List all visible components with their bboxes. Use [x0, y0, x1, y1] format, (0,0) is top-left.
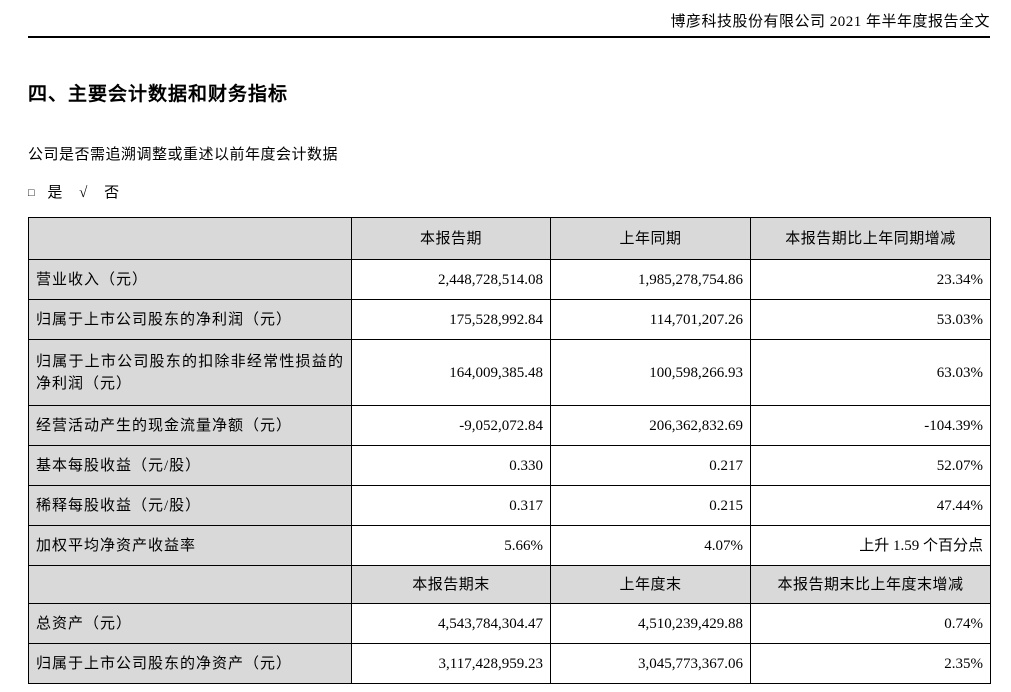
- row-label-cell: 经营活动产生的现金流量净额（元）: [28, 405, 352, 446]
- row-label-cell: 总资产（元）: [28, 603, 352, 644]
- prior-value-cell: 0.217: [550, 445, 751, 486]
- current-value-cell: 2,448,728,514.08: [351, 259, 551, 300]
- restatement-answer-line: □ 是 √ 否: [28, 181, 990, 202]
- header-current-period: 本报告期: [351, 217, 551, 260]
- prior-value-cell: 100,598,266.93: [550, 339, 751, 406]
- row-label-cell: 稀释每股收益（元/股）: [28, 485, 352, 526]
- row-weighted-avg-roe: 加权平均净资产收益率 5.66% 4.07% 上升 1.59 个百分点: [28, 525, 991, 566]
- prior-value-cell: 114,701,207.26: [550, 299, 751, 340]
- current-value-cell: 0.317: [351, 485, 551, 526]
- change-value-cell: -104.39%: [750, 405, 991, 446]
- prior-value-cell: 206,362,832.69: [550, 405, 751, 446]
- header-prior-period: 上年同期: [550, 217, 751, 260]
- current-value-cell: 175,528,992.84: [351, 299, 551, 340]
- row-label-cell: 加权平均净资产收益率: [28, 525, 352, 566]
- row-diluted-eps: 稀释每股收益（元/股） 0.317 0.215 47.44%: [28, 485, 991, 526]
- checkmark-icon: √: [79, 185, 88, 201]
- checkbox-unchecked-icon: □: [28, 187, 35, 199]
- section-title: 四、主要会计数据和财务指标: [28, 84, 289, 105]
- row-label-cell: 营业收入（元）: [28, 259, 352, 300]
- current-value-cell: 164,009,385.48: [351, 339, 551, 406]
- header-corner-cell: [28, 217, 352, 260]
- header-prior-year-end: 上年度末: [550, 565, 751, 604]
- change-value-cell: 47.44%: [750, 485, 991, 526]
- change-value-cell: 23.34%: [750, 259, 991, 300]
- header-current-period-end: 本报告期末: [351, 565, 551, 604]
- current-value-cell: -9,052,072.84: [351, 405, 551, 446]
- prior-value-cell: 4,510,239,429.88: [550, 603, 751, 644]
- row-label-cell: 归属于上市公司股东的净利润（元）: [28, 299, 352, 340]
- table-header-row-period-end: 本报告期末 上年度末 本报告期末比上年度末增减: [28, 565, 991, 604]
- row-label-cell: 基本每股收益（元/股）: [28, 445, 352, 486]
- header-period-change: 本报告期比上年同期增减: [750, 217, 991, 260]
- change-value-cell: 上升 1.59 个百分点: [750, 525, 991, 566]
- row-label-cell: 归属于上市公司股东的净资产（元）: [28, 643, 352, 684]
- row-net-profit: 归属于上市公司股东的净利润（元） 175,528,992.84 114,701,…: [28, 299, 991, 340]
- page-header-text: 博彦科技股份有限公司 2021 年半年度报告全文: [670, 14, 990, 30]
- row-basic-eps: 基本每股收益（元/股） 0.330 0.217 52.07%: [28, 445, 991, 486]
- change-value-cell: 63.03%: [750, 339, 991, 406]
- row-label-cell: 归属于上市公司股东的扣除非经常性损益的净利润（元）: [28, 339, 352, 406]
- change-value-cell: 52.07%: [750, 445, 991, 486]
- prior-value-cell: 4.07%: [550, 525, 751, 566]
- change-value-cell: 0.74%: [750, 603, 991, 644]
- row-revenue: 营业收入（元） 2,448,728,514.08 1,985,278,754.8…: [28, 259, 991, 300]
- prior-value-cell: 1,985,278,754.86: [550, 259, 751, 300]
- header-corner-cell: [28, 565, 352, 604]
- current-value-cell: 0.330: [351, 445, 551, 486]
- current-value-cell: 5.66%: [351, 525, 551, 566]
- yes-label: 是: [47, 185, 63, 201]
- row-net-profit-excl-nonrecurring: 归属于上市公司股东的扣除非经常性损益的净利润（元） 164,009,385.48…: [28, 339, 991, 406]
- change-value-cell: 53.03%: [750, 299, 991, 340]
- row-net-assets: 归属于上市公司股东的净资产（元） 3,117,428,959.23 3,045,…: [28, 643, 991, 684]
- financial-indicators-table: 本报告期 上年同期 本报告期比上年同期增减 营业收入（元） 2,448,728,…: [28, 217, 991, 684]
- no-label: 否: [104, 185, 120, 201]
- change-value-cell: 2.35%: [750, 643, 991, 684]
- page-header: 博彦科技股份有限公司 2021 年半年度报告全文: [28, 12, 990, 32]
- header-divider: [28, 36, 990, 38]
- prior-value-cell: 0.215: [550, 485, 751, 526]
- current-value-cell: 4,543,784,304.47: [351, 603, 551, 644]
- header-period-end-change: 本报告期末比上年度末增减: [750, 565, 991, 604]
- current-value-cell: 3,117,428,959.23: [351, 643, 551, 684]
- prior-value-cell: 3,045,773,367.06: [550, 643, 751, 684]
- table-header-row-period: 本报告期 上年同期 本报告期比上年同期增减: [28, 217, 991, 260]
- row-operating-cash-flow: 经营活动产生的现金流量净额（元） -9,052,072.84 206,362,8…: [28, 405, 991, 446]
- restatement-question: 公司是否需追溯调整或重述以前年度会计数据: [28, 147, 339, 163]
- row-total-assets: 总资产（元） 4,543,784,304.47 4,510,239,429.88…: [28, 603, 991, 644]
